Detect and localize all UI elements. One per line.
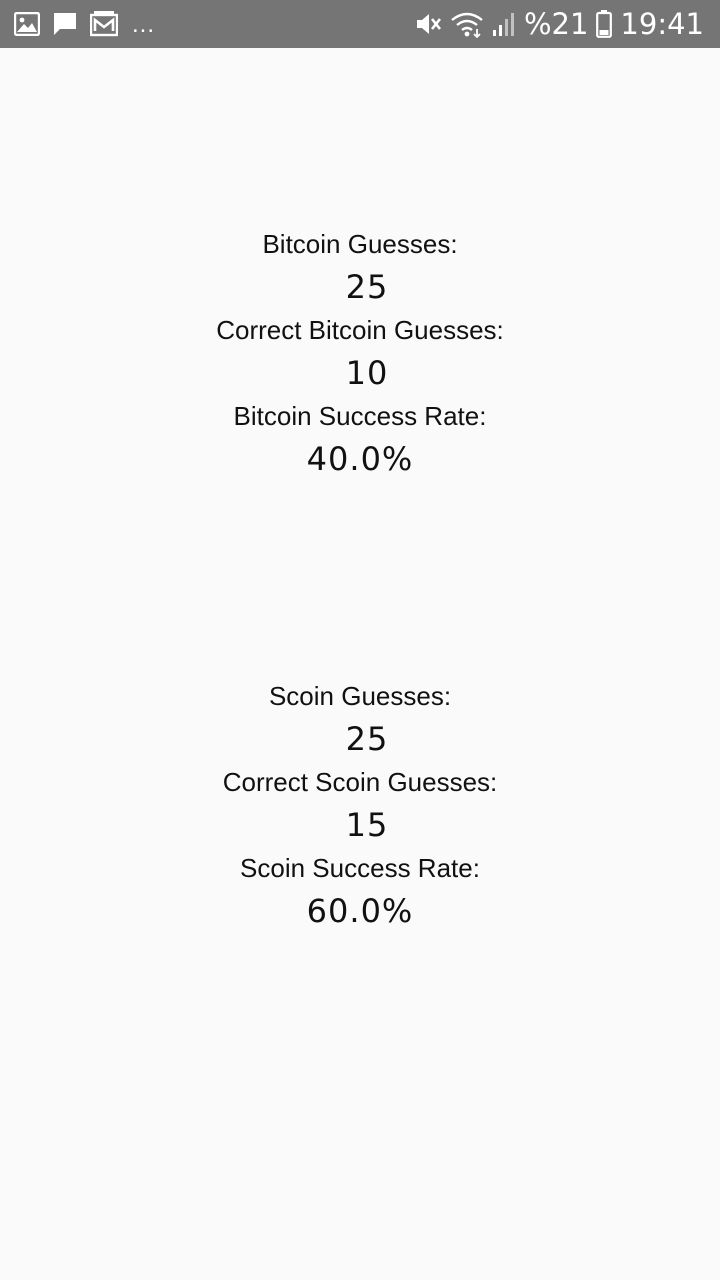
bitcoin-success-rate-value: 40.0% bbox=[306, 440, 414, 478]
more-notifications-indicator: ... bbox=[132, 11, 156, 38]
scoin-guesses-label: Scoin Guesses: bbox=[268, 681, 452, 711]
correct-bitcoin-guesses-value: 10 bbox=[345, 354, 389, 392]
status-bar[interactable]: ... %21 bbox=[0, 0, 720, 48]
image-icon bbox=[14, 12, 40, 36]
mute-icon bbox=[414, 10, 442, 38]
battery-icon bbox=[596, 10, 613, 38]
mail-icon bbox=[90, 11, 118, 37]
correct-scoin-guesses-label: Correct Scoin Guesses: bbox=[222, 767, 498, 797]
notification-icons: ... bbox=[14, 0, 155, 48]
scoin-success-rate-value: 60.0% bbox=[306, 892, 414, 930]
battery-percentage: %21 bbox=[523, 6, 589, 41]
scoin-success-rate-label: Scoin Success Rate: bbox=[240, 853, 480, 883]
wifi-icon bbox=[450, 10, 484, 38]
scoin-stats: Scoin Guesses: 25 Correct Scoin Guesses:… bbox=[0, 678, 720, 936]
message-icon bbox=[52, 11, 78, 37]
scoin-guesses-value: 25 bbox=[345, 720, 389, 758]
clock: 19:41 bbox=[620, 6, 704, 41]
signal-icon bbox=[492, 11, 516, 37]
bitcoin-stats: Bitcoin Guesses: 25 Correct Bitcoin Gues… bbox=[0, 226, 720, 484]
bitcoin-guesses-label: Bitcoin Guesses: bbox=[262, 229, 458, 259]
correct-bitcoin-guesses-label: Correct Bitcoin Guesses: bbox=[216, 315, 504, 345]
bitcoin-success-rate-label: Bitcoin Success Rate: bbox=[233, 401, 487, 431]
system-status: %21 19:41 bbox=[414, 0, 704, 48]
bitcoin-guesses-value: 25 bbox=[345, 268, 389, 306]
correct-scoin-guesses-value: 15 bbox=[345, 806, 389, 844]
